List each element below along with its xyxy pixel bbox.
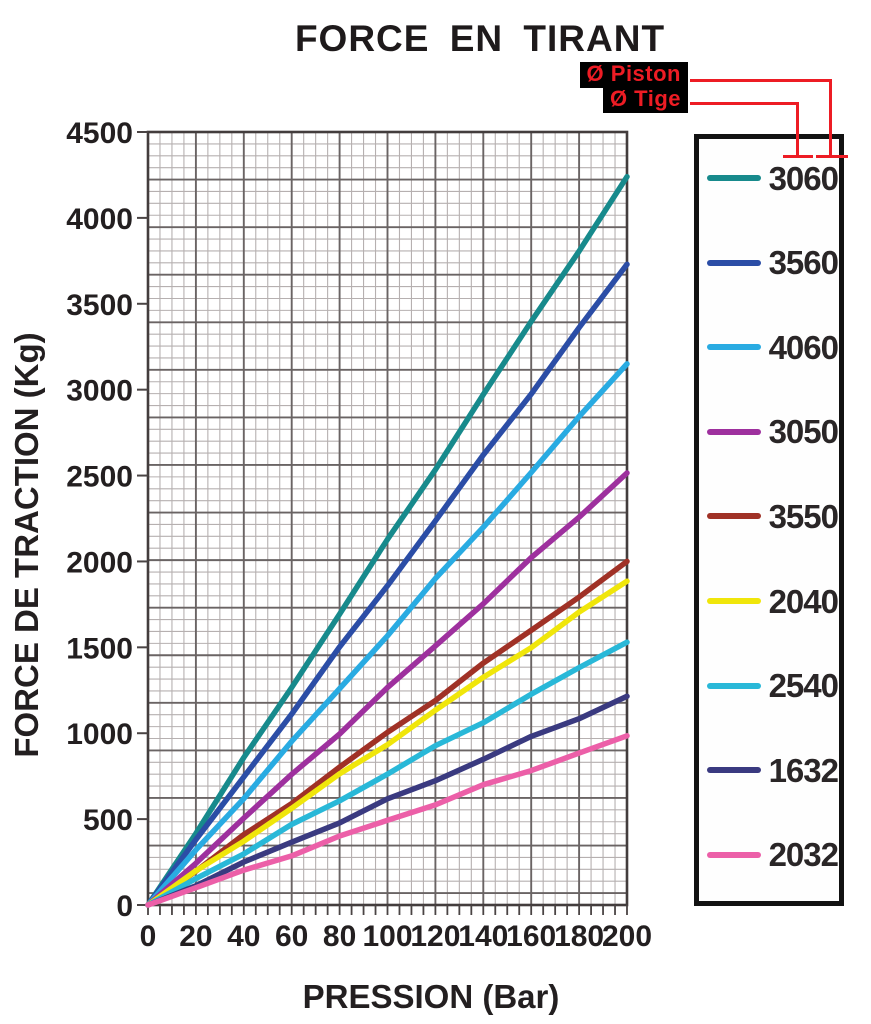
tige-diameter-label: Ø Tige <box>602 87 688 113</box>
legend-entry-3050: 3050 <box>699 410 839 454</box>
series-line-1632 <box>145 693 630 908</box>
series-line-3550 <box>145 558 630 908</box>
legend-label: 2540 <box>768 667 839 705</box>
tige-connector-line-vertical <box>796 102 799 158</box>
x-tick-label: 40 <box>227 920 260 953</box>
y-tick-label: 1000 <box>66 718 133 751</box>
legend-swatch-4060 <box>707 344 761 351</box>
legend-label: 4060 <box>768 328 839 366</box>
series-line-2032 <box>145 733 630 908</box>
piston-connector-tick <box>816 155 848 158</box>
series-line-2540 <box>145 639 630 908</box>
legend: 3060 3560 4060 3050 3550 2040 2540 1632 2032 <box>694 134 844 906</box>
legend-label: 2040 <box>768 582 839 620</box>
y-tick-label: 3000 <box>66 375 133 408</box>
piston-connector-line-horizontal <box>690 79 832 82</box>
legend-entry-2032: 2032 <box>699 833 839 877</box>
series-line-2040 <box>145 578 630 908</box>
data-series <box>145 173 630 908</box>
legend-label: 1632 <box>768 751 839 789</box>
chart-plot: 0 20 40 60 80 1001201401601802000500100015002… <box>8 117 652 1015</box>
tige-connector-line-horizontal <box>690 102 799 105</box>
x-tick-label: 80 <box>323 920 356 953</box>
y-tick-label: 0 <box>116 890 133 923</box>
y-axis-title: FORCE DE TRACTION (Kg) <box>8 332 45 757</box>
x-tick-label: 0 <box>140 920 157 953</box>
legend-swatch-3550 <box>707 513 761 520</box>
legend-entry-3550: 3550 <box>699 494 839 538</box>
legend-label: 3060 <box>768 159 839 197</box>
y-tick-label: 500 <box>83 804 133 837</box>
x-tick-label: 60 <box>275 920 308 953</box>
series-line-3560 <box>145 261 630 908</box>
legend-entry-2540: 2540 <box>699 664 839 708</box>
y-tick-label: 4000 <box>66 203 133 236</box>
x-tick-label: 160 <box>506 920 556 953</box>
x-tick-label: 140 <box>458 920 508 953</box>
legend-label: 2032 <box>768 836 839 874</box>
y-tick-label: 2500 <box>66 461 133 494</box>
y-tick-label: 2000 <box>66 546 133 579</box>
axis-ticks <box>137 131 628 915</box>
x-tick-label: 180 <box>554 920 604 953</box>
legend-swatch-2040 <box>707 598 761 604</box>
x-tick-label: 20 <box>179 920 212 953</box>
legend-swatch-3560 <box>707 259 761 266</box>
legend-swatch-2540 <box>707 682 761 689</box>
legend-label: 3550 <box>768 497 839 535</box>
series-line-4060 <box>145 361 630 908</box>
y-tick-label: 1500 <box>66 632 133 665</box>
legend-entry-1632: 1632 <box>699 748 839 792</box>
series-line-3050 <box>145 470 630 908</box>
x-tick-label: 200 <box>602 920 652 953</box>
legend-swatch-2032 <box>707 851 761 858</box>
x-axis-title: PRESSION (Bar) <box>303 978 560 1015</box>
axis-tick-labels: 0 20 40 60 80 1001201401601802000500100015002… <box>66 117 652 953</box>
legend-entry-4060: 4060 <box>699 325 839 369</box>
legend-label: 3560 <box>768 244 839 282</box>
piston-diameter-label: Ø Piston <box>579 62 688 88</box>
x-tick-label: 120 <box>410 920 460 953</box>
y-tick-label: 3500 <box>66 289 133 322</box>
tige-connector-tick <box>783 155 813 158</box>
legend-swatch-3060 <box>707 175 761 181</box>
legend-swatch-1632 <box>707 767 761 774</box>
x-tick-label: 100 <box>362 920 412 953</box>
legend-entry-2040: 2040 <box>699 579 839 623</box>
legend-swatch-3050 <box>707 428 761 435</box>
y-tick-label: 4500 <box>66 117 133 150</box>
legend-entry-3560: 3560 <box>699 241 839 285</box>
legend-entry-3060: 3060 <box>699 156 839 200</box>
series-line-3060 <box>145 173 630 908</box>
chart-title: FORCE EN TIRANT <box>294 18 666 59</box>
legend-label: 3050 <box>768 413 839 451</box>
grid <box>146 130 629 907</box>
piston-connector-line-vertical <box>829 79 832 158</box>
